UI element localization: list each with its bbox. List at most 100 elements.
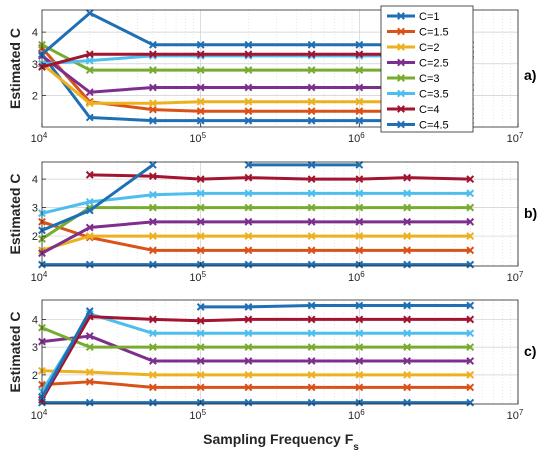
series-line-C=4 — [89, 173, 471, 181]
data-point-C=1.5 — [307, 383, 316, 392]
data-point-C=3 — [148, 66, 157, 74]
data-point-C=2.5 — [355, 83, 364, 92]
legend-entry: C=3.5 — [419, 89, 449, 101]
data-point-C=2 — [148, 370, 157, 379]
y-tick-label: 3 — [32, 342, 38, 354]
data-point-C=1 — [307, 116, 316, 125]
data-point-C=4 — [196, 316, 205, 325]
data-point-C=1.5 — [148, 246, 157, 255]
data-point-C=2 — [244, 232, 253, 240]
panel-label: a) — [524, 67, 536, 83]
x-tick-label: 106 — [348, 131, 365, 146]
data-point-C=4 — [148, 50, 157, 59]
legend-marker — [397, 89, 405, 98]
data-point-C=3.5 — [466, 189, 475, 198]
legend-entry: C=1.5 — [419, 27, 449, 39]
data-point-C=1 — [148, 116, 157, 125]
data-point-C=3 — [307, 343, 316, 352]
data-point-C=4 — [355, 175, 364, 184]
data-point-C=4 — [148, 172, 157, 181]
data-point-C=4.5 — [307, 40, 316, 49]
data-point-C=4 — [307, 50, 316, 59]
data-point-C=2.5 — [307, 217, 316, 226]
data-point-C=4.5 — [403, 301, 412, 310]
data-point-C=3 — [196, 343, 205, 352]
x-tick-label: 107 — [507, 131, 524, 146]
x-axis-label: Sampling Frequency Fs — [203, 431, 359, 453]
data-point-C=2.5 — [196, 217, 205, 226]
x-tick-label: 107 — [507, 408, 524, 423]
data-point-C=2 — [307, 97, 316, 106]
data-point-C=1 — [85, 113, 94, 122]
data-point-C=3 — [355, 203, 364, 212]
data-point-C=4.5 — [85, 307, 94, 316]
data-point-C=1 — [307, 398, 316, 407]
data-point-C=3.5 — [148, 329, 157, 338]
legend-marker — [397, 105, 405, 113]
data-point-C=4 — [466, 175, 475, 184]
data-point-C=3.5 — [307, 329, 316, 338]
data-point-C=2.5 — [244, 83, 253, 92]
data-point-C=1 — [244, 260, 253, 269]
legend: C=1 C=1.5 C=2 C=2.5 C=3 C=3.5 C=4 C=4.5 — [380, 5, 474, 133]
data-point-C=4 — [403, 315, 412, 324]
x-tick-label: 104 — [31, 270, 48, 285]
y-tick-label: 2 — [32, 370, 38, 382]
data-point-C=3 — [355, 343, 364, 352]
y-tick-label: 3 — [32, 59, 38, 71]
data-point-C=2.5 — [403, 217, 412, 226]
data-point-C=2 — [355, 370, 364, 379]
legend-marker — [397, 58, 405, 67]
data-point-C=1 — [466, 398, 475, 407]
axes-box — [41, 299, 519, 405]
data-point-C=1.5 — [244, 107, 253, 116]
axes-box — [41, 9, 519, 128]
data-point-C=3 — [196, 66, 205, 74]
data-point-C=2.5 — [307, 357, 316, 365]
data-point-C=1 — [244, 398, 253, 407]
data-point-C=2 — [355, 97, 364, 106]
data-point-C=3 — [307, 66, 316, 74]
panel-b: 2 3 4 104 105 106 107 Estimated C b) — [7, 160, 537, 285]
data-point-C=3.5 — [244, 329, 253, 338]
series-line-C=4.5 — [40, 310, 92, 398]
legend-marker — [397, 43, 405, 51]
y-tick-label: 4 — [32, 174, 38, 186]
data-point-C=4 — [148, 315, 157, 324]
data-point-C=1.5 — [85, 377, 94, 386]
data-point-C=1 — [466, 260, 475, 269]
x-tick-label: 105 — [189, 408, 206, 423]
data-point-C=4 — [244, 50, 253, 59]
data-point-C=3 — [403, 343, 412, 352]
data-point-C=2 — [307, 370, 316, 379]
data-point-C=3 — [403, 203, 412, 212]
data-point-C=3 — [244, 343, 253, 352]
data-point-C=3 — [466, 343, 475, 352]
y-tick-label: 4 — [32, 27, 38, 39]
data-point-C=2 — [148, 99, 157, 108]
data-point-C=1 — [307, 260, 316, 269]
data-point-C=2.5 — [244, 357, 253, 365]
data-point-C=3 — [307, 203, 316, 212]
data-point-C=1.5 — [403, 246, 412, 255]
data-point-C=4 — [466, 315, 475, 324]
data-point-C=1.5 — [244, 246, 253, 255]
data-point-C=3.5 — [196, 329, 205, 338]
data-point-C=1 — [403, 260, 412, 269]
x-axis-label-subscript: s — [353, 442, 359, 453]
data-point-C=4.5 — [148, 40, 157, 49]
series-line-C=4.5 — [200, 304, 471, 309]
data-point-C=4 — [355, 315, 364, 324]
x-tick-label: 107 — [507, 270, 524, 285]
data-point-C=4.5 — [307, 301, 316, 310]
data-point-C=2.5 — [355, 217, 364, 226]
data-point-C=3 — [85, 66, 94, 74]
data-point-C=3 — [196, 203, 205, 212]
y-tick-label: 3 — [32, 203, 38, 215]
data-point-C=4 — [403, 173, 412, 182]
data-point-C=1 — [196, 116, 205, 125]
data-point-C=4.5 — [466, 301, 475, 310]
data-point-C=3.5 — [403, 189, 412, 198]
legend-entry: C=2.5 — [419, 58, 449, 70]
